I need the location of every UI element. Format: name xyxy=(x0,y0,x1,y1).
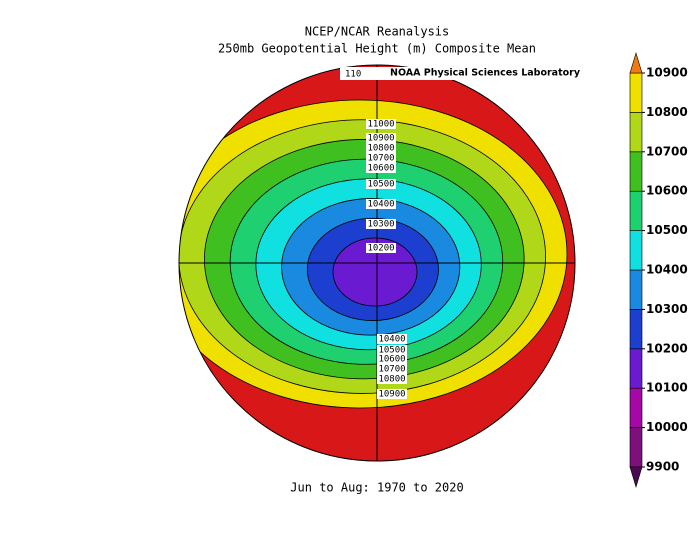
colorbar-label: 10500 xyxy=(646,223,688,237)
contour-label-box xyxy=(377,364,407,374)
colorbar-label: 10200 xyxy=(646,341,688,355)
map-overlay: 1100010900108001070010600105001040010300… xyxy=(178,64,576,462)
contour-label: 10300 xyxy=(367,220,394,230)
contour-label: 10500 xyxy=(378,346,405,356)
colorbar-swatch xyxy=(629,466,643,489)
contour-label-box xyxy=(366,219,396,229)
contour-label-box xyxy=(377,374,407,384)
colorbar-label: 10400 xyxy=(646,263,688,277)
field-band xyxy=(333,238,417,306)
contour-label: 110 xyxy=(345,70,361,80)
contour-label: 10800 xyxy=(378,375,405,385)
contour-label-box xyxy=(366,153,396,163)
colorbar-swatch xyxy=(629,51,643,74)
contour-line xyxy=(179,119,546,394)
contour-label-box xyxy=(366,199,396,209)
colorbar-label: 9900 xyxy=(646,460,679,474)
title: NCEP/NCAR Reanalysis xyxy=(305,25,450,39)
contour-label-box xyxy=(366,243,396,253)
contour-label: 11000 xyxy=(367,120,394,130)
contour-label: 10900 xyxy=(378,390,405,400)
colorbar-swatch xyxy=(629,72,643,113)
colorbar-swatch xyxy=(629,112,643,153)
contour-label: 10600 xyxy=(367,164,394,174)
contour-label-box xyxy=(377,354,407,364)
contour-label-box xyxy=(366,179,396,189)
contour-label-box xyxy=(366,133,396,143)
colorbar-swatch xyxy=(629,387,643,428)
colorbar-label: 10900 xyxy=(646,66,688,80)
contour-label: 10700 xyxy=(367,154,394,164)
colorbar-swatch xyxy=(629,151,643,192)
contour-line xyxy=(255,178,482,351)
colorbar-swatch xyxy=(629,230,643,271)
colorbar-label: 10600 xyxy=(646,184,688,198)
colorbar-label: 10000 xyxy=(646,420,688,434)
contour-label-box xyxy=(366,143,396,153)
contour-label-box xyxy=(377,389,407,399)
contour-label: 10800 xyxy=(367,144,394,154)
contour-line xyxy=(332,237,418,307)
contour-line xyxy=(204,139,525,380)
colorbar-label: 10700 xyxy=(646,144,688,158)
colorbar-swatch xyxy=(629,309,643,350)
footer: Jun to Aug: 1970 to 2020 xyxy=(290,481,463,495)
contour-label: 10700 xyxy=(378,365,405,375)
contour-label: 10500 xyxy=(367,180,394,190)
contour-label-box xyxy=(377,345,407,355)
colorbar-swatch xyxy=(629,269,643,310)
contour-label: 10400 xyxy=(367,200,394,210)
colorbar-label: 10100 xyxy=(646,381,688,395)
subtitle: 250mb Geopotential Height (m) Composite … xyxy=(218,42,536,56)
colorbar-swatch xyxy=(629,427,643,468)
credit: NOAA Physical Sciences Laboratory xyxy=(390,68,581,79)
contour-label: 10400 xyxy=(378,335,405,345)
colorbar-swatch xyxy=(629,348,643,389)
contour-line xyxy=(179,99,568,409)
colorbar-swatch xyxy=(629,190,643,231)
contour-label: 10600 xyxy=(378,355,405,365)
contour-label-box xyxy=(366,163,396,173)
colorbar-label: 10800 xyxy=(646,105,688,119)
contour-label-box xyxy=(366,119,396,129)
contour-label: 10200 xyxy=(367,244,394,254)
contour-label: 10900 xyxy=(367,134,394,144)
credit-box xyxy=(340,67,570,80)
contour-label-box xyxy=(377,334,407,344)
contour-line xyxy=(306,217,439,321)
contour-line xyxy=(281,198,461,336)
colorbar-label: 10300 xyxy=(646,302,688,316)
